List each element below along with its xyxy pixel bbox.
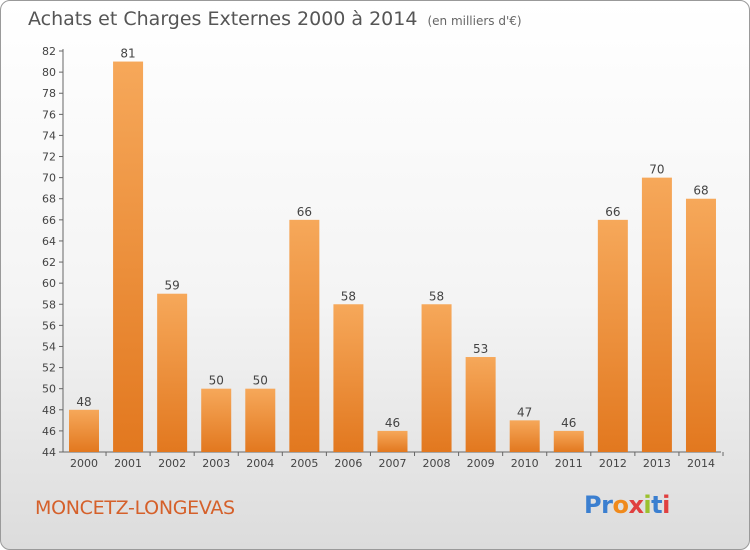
y-tick-label: 50 xyxy=(42,383,56,396)
bar-2005 xyxy=(289,219,320,452)
y-tick-label: 74 xyxy=(42,129,56,142)
y-tick-label: 66 xyxy=(42,214,56,227)
chart-title: Achats et Charges Externes 2000 à 2014 xyxy=(28,8,418,30)
bar-2002 xyxy=(157,293,188,452)
y-tick-label: 46 xyxy=(42,425,56,438)
y-tick-label: 80 xyxy=(42,66,56,79)
bar-2004 xyxy=(245,388,276,452)
logo-letter: i xyxy=(643,491,652,519)
value-label-2010: 47 xyxy=(517,405,532,419)
y-tick-label: 58 xyxy=(42,298,56,311)
bar-2000 xyxy=(69,409,99,452)
bar-2009 xyxy=(465,357,496,452)
value-label-2001: 81 xyxy=(120,47,135,61)
value-label-2003: 50 xyxy=(209,374,224,388)
x-tick-label-2000: 2000 xyxy=(70,457,98,470)
logo-letter: P xyxy=(584,491,602,519)
y-tick-label: 72 xyxy=(42,151,56,164)
value-label-2002: 59 xyxy=(164,279,179,293)
bar-2008 xyxy=(421,304,452,452)
x-tick-label-2012: 2012 xyxy=(599,457,627,470)
value-label-2008: 58 xyxy=(429,289,444,303)
y-tick-label: 82 xyxy=(42,45,56,58)
x-tick-label-2010: 2010 xyxy=(511,457,539,470)
chart-title-block: Achats et Charges Externes 2000 à 2014 (e… xyxy=(28,8,522,30)
y-tick-label: 70 xyxy=(42,172,56,185)
bars xyxy=(69,61,716,452)
bar-2014 xyxy=(685,198,716,452)
x-tick-label-2004: 2004 xyxy=(246,457,274,470)
x-tick-label-2011: 2011 xyxy=(555,457,583,470)
value-label-2011: 46 xyxy=(561,416,576,430)
logo-letter: o xyxy=(612,491,629,519)
y-tick-label: 52 xyxy=(42,362,56,375)
value-label-2014: 68 xyxy=(693,184,708,198)
chart-subtitle: (en milliers d'€) xyxy=(427,14,522,28)
y-tick-label: 56 xyxy=(42,319,56,332)
labels: 48 2000 81 2001 59 2002 50 2003 50 2004 66 2005 58 20… xyxy=(70,47,715,470)
x-tick-label-2014: 2014 xyxy=(687,457,715,470)
bar-2007 xyxy=(377,430,408,452)
x-tick-label-2001: 2001 xyxy=(114,457,142,470)
x-tick-label-2003: 2003 xyxy=(202,457,230,470)
x-tick-label-2005: 2005 xyxy=(290,457,318,470)
x-tick-label-2008: 2008 xyxy=(423,457,451,470)
value-label-2009: 53 xyxy=(473,342,488,356)
proxiti-logo: Proxiti xyxy=(584,491,670,519)
y-tick-label: 54 xyxy=(42,340,56,353)
x-tick-label-2002: 2002 xyxy=(158,457,186,470)
y-tick-label: 44 xyxy=(42,446,56,459)
y-tick-label: 64 xyxy=(42,235,56,248)
value-label-2004: 50 xyxy=(253,374,268,388)
x-tick-label-2007: 2007 xyxy=(378,457,406,470)
y-tick-label: 76 xyxy=(42,108,56,121)
logo-letter: t xyxy=(651,491,663,519)
x-tick-label-2009: 2009 xyxy=(467,457,495,470)
y-tick-label: 48 xyxy=(42,404,56,417)
commune-name: MONCETZ-LONGEVAS xyxy=(35,497,235,519)
y-tick-label: 62 xyxy=(42,256,56,269)
value-label-2013: 70 xyxy=(649,163,664,177)
value-label-2007: 46 xyxy=(385,416,400,430)
y-tick-label: 78 xyxy=(42,87,56,100)
bar-2010 xyxy=(509,420,540,452)
value-label-2000: 48 xyxy=(76,395,91,409)
bar-2001 xyxy=(113,61,144,452)
bar-2003 xyxy=(201,388,232,452)
y-tick-label: 68 xyxy=(42,193,56,206)
logo-letter: r xyxy=(601,491,613,519)
value-label-2012: 66 xyxy=(605,205,620,219)
bar-2011 xyxy=(553,430,584,452)
value-label-2006: 58 xyxy=(341,289,356,303)
bar-2012 xyxy=(597,219,628,452)
logo-letter: x xyxy=(628,491,644,519)
bar-2013 xyxy=(641,177,672,452)
x-tick-label-2013: 2013 xyxy=(643,457,671,470)
x-tick-label-2006: 2006 xyxy=(334,457,362,470)
bar-2006 xyxy=(333,304,364,452)
y-tick-label: 60 xyxy=(42,277,56,290)
value-label-2005: 66 xyxy=(297,205,312,219)
logo-letter: i xyxy=(662,491,670,519)
